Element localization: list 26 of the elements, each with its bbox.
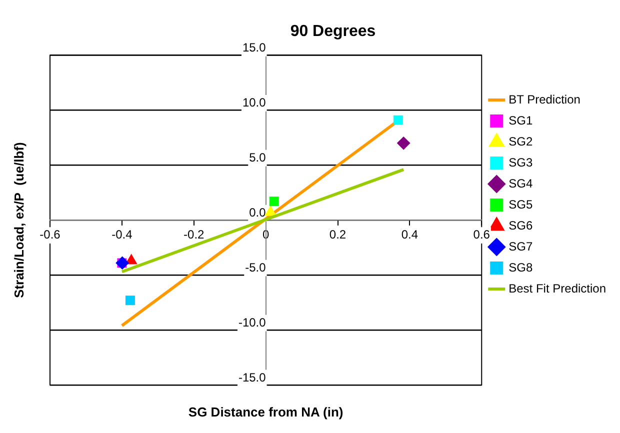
chart-title: 90 Degrees [290,23,376,40]
legend-label: SG4 [508,176,533,190]
y-tick-label: 5.0 [249,150,266,164]
x-tick-label: -0.6 [40,228,61,242]
x-tick-label: 0.6 [473,228,490,242]
legend-label: SG7 [508,239,533,254]
y-tick-label: 10.0 [242,95,266,110]
legend-label: SG5 [508,197,533,212]
x-tick-label: 0.2 [329,228,346,242]
y-tick-label: -15.0 [238,370,266,384]
legend-label: SG1 [508,113,533,128]
x-axis-title: SG Distance from NA (in) [188,404,344,420]
legend-label: Best Fit Prediction [508,281,606,296]
y-tick-label: 15.0 [242,40,266,55]
legend-label: BT Prediction [508,92,580,106]
y-tick-label: -5.0 [245,260,266,274]
legend-label: SG2 [508,134,533,148]
legend-label: SG8 [508,260,533,274]
x-tick-label: -0.4 [112,228,133,242]
x-tick-label: -0.2 [184,228,205,242]
y-tick-label: -10.0 [238,315,266,330]
x-tick-label: 0.4 [401,228,418,242]
legend-label: SG6 [508,218,533,232]
legend-label: SG3 [508,155,533,170]
y-tick-label: 0.0 [249,205,266,220]
y-axis-title: Strain/Load, ex/P (ue/lbf) [12,142,27,298]
